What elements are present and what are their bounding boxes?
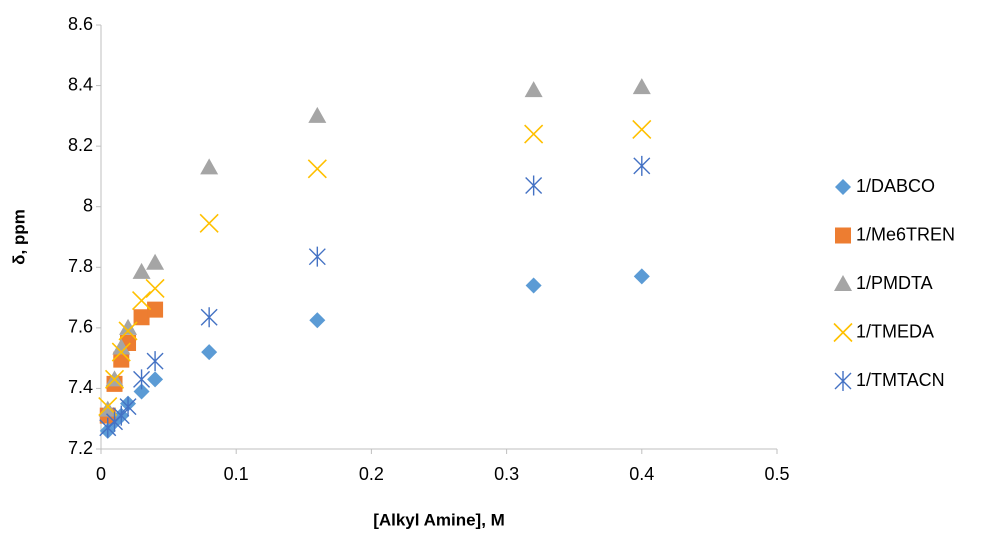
legend-marker	[835, 227, 851, 244]
legend-label: 1/DABCO	[856, 176, 935, 196]
point	[201, 344, 218, 361]
legend-label: 1/TMTACN	[856, 370, 945, 390]
y-tick-label: 7.2	[68, 438, 93, 458]
point	[98, 397, 118, 417]
point	[632, 119, 652, 140]
point	[111, 342, 131, 362]
y-tick-label: 8.2	[68, 135, 93, 155]
point	[525, 277, 542, 294]
point	[147, 301, 164, 318]
y-tick-label: 7.4	[68, 377, 93, 397]
point	[308, 106, 327, 123]
legend-label: 1/Me6TREN	[856, 224, 955, 244]
point	[131, 291, 152, 311]
point	[133, 369, 151, 390]
point	[133, 309, 150, 326]
point	[633, 155, 651, 176]
point	[145, 278, 165, 299]
legend-marker	[834, 371, 852, 391]
x-tick-label: 0.2	[359, 464, 384, 484]
point	[118, 321, 138, 341]
legend-marker	[835, 179, 851, 195]
x-tick-label: 0.4	[629, 464, 654, 484]
point	[119, 318, 138, 335]
legend-marker	[833, 322, 853, 343]
point	[524, 81, 543, 98]
point	[200, 158, 219, 175]
point	[199, 213, 219, 233]
point	[146, 253, 165, 270]
point	[119, 396, 137, 417]
point	[307, 159, 327, 179]
x-tick-label: 0	[96, 464, 106, 484]
x-tick-label: 0.1	[224, 464, 249, 484]
legend-label: 1/PMDTA	[856, 273, 933, 293]
y-tick-label: 7.6	[68, 317, 93, 337]
legend-marker	[834, 275, 852, 291]
point	[146, 351, 164, 372]
point	[112, 338, 131, 355]
x-tick-label: 0.3	[494, 464, 519, 484]
point	[98, 400, 117, 417]
legend-label: 1/TMEDA	[856, 321, 934, 341]
x-axis-title: [Alkyl Amine], M	[373, 510, 505, 529]
point	[633, 268, 650, 285]
point	[147, 371, 164, 388]
point	[112, 405, 130, 426]
x-tick-label: 0.5	[764, 464, 789, 484]
point	[133, 383, 150, 400]
point	[632, 78, 651, 95]
point	[200, 307, 218, 328]
point	[104, 369, 125, 389]
y-axis-title: δ, ppm	[9, 209, 28, 265]
y-tick-label: 7.8	[68, 256, 93, 276]
point	[309, 312, 326, 329]
point	[524, 124, 544, 144]
point	[525, 175, 543, 196]
point	[308, 246, 326, 267]
y-tick-label: 8.6	[68, 14, 93, 34]
y-tick-label: 8.4	[68, 74, 93, 94]
y-tick-label: 8	[83, 195, 93, 215]
point	[132, 262, 151, 279]
